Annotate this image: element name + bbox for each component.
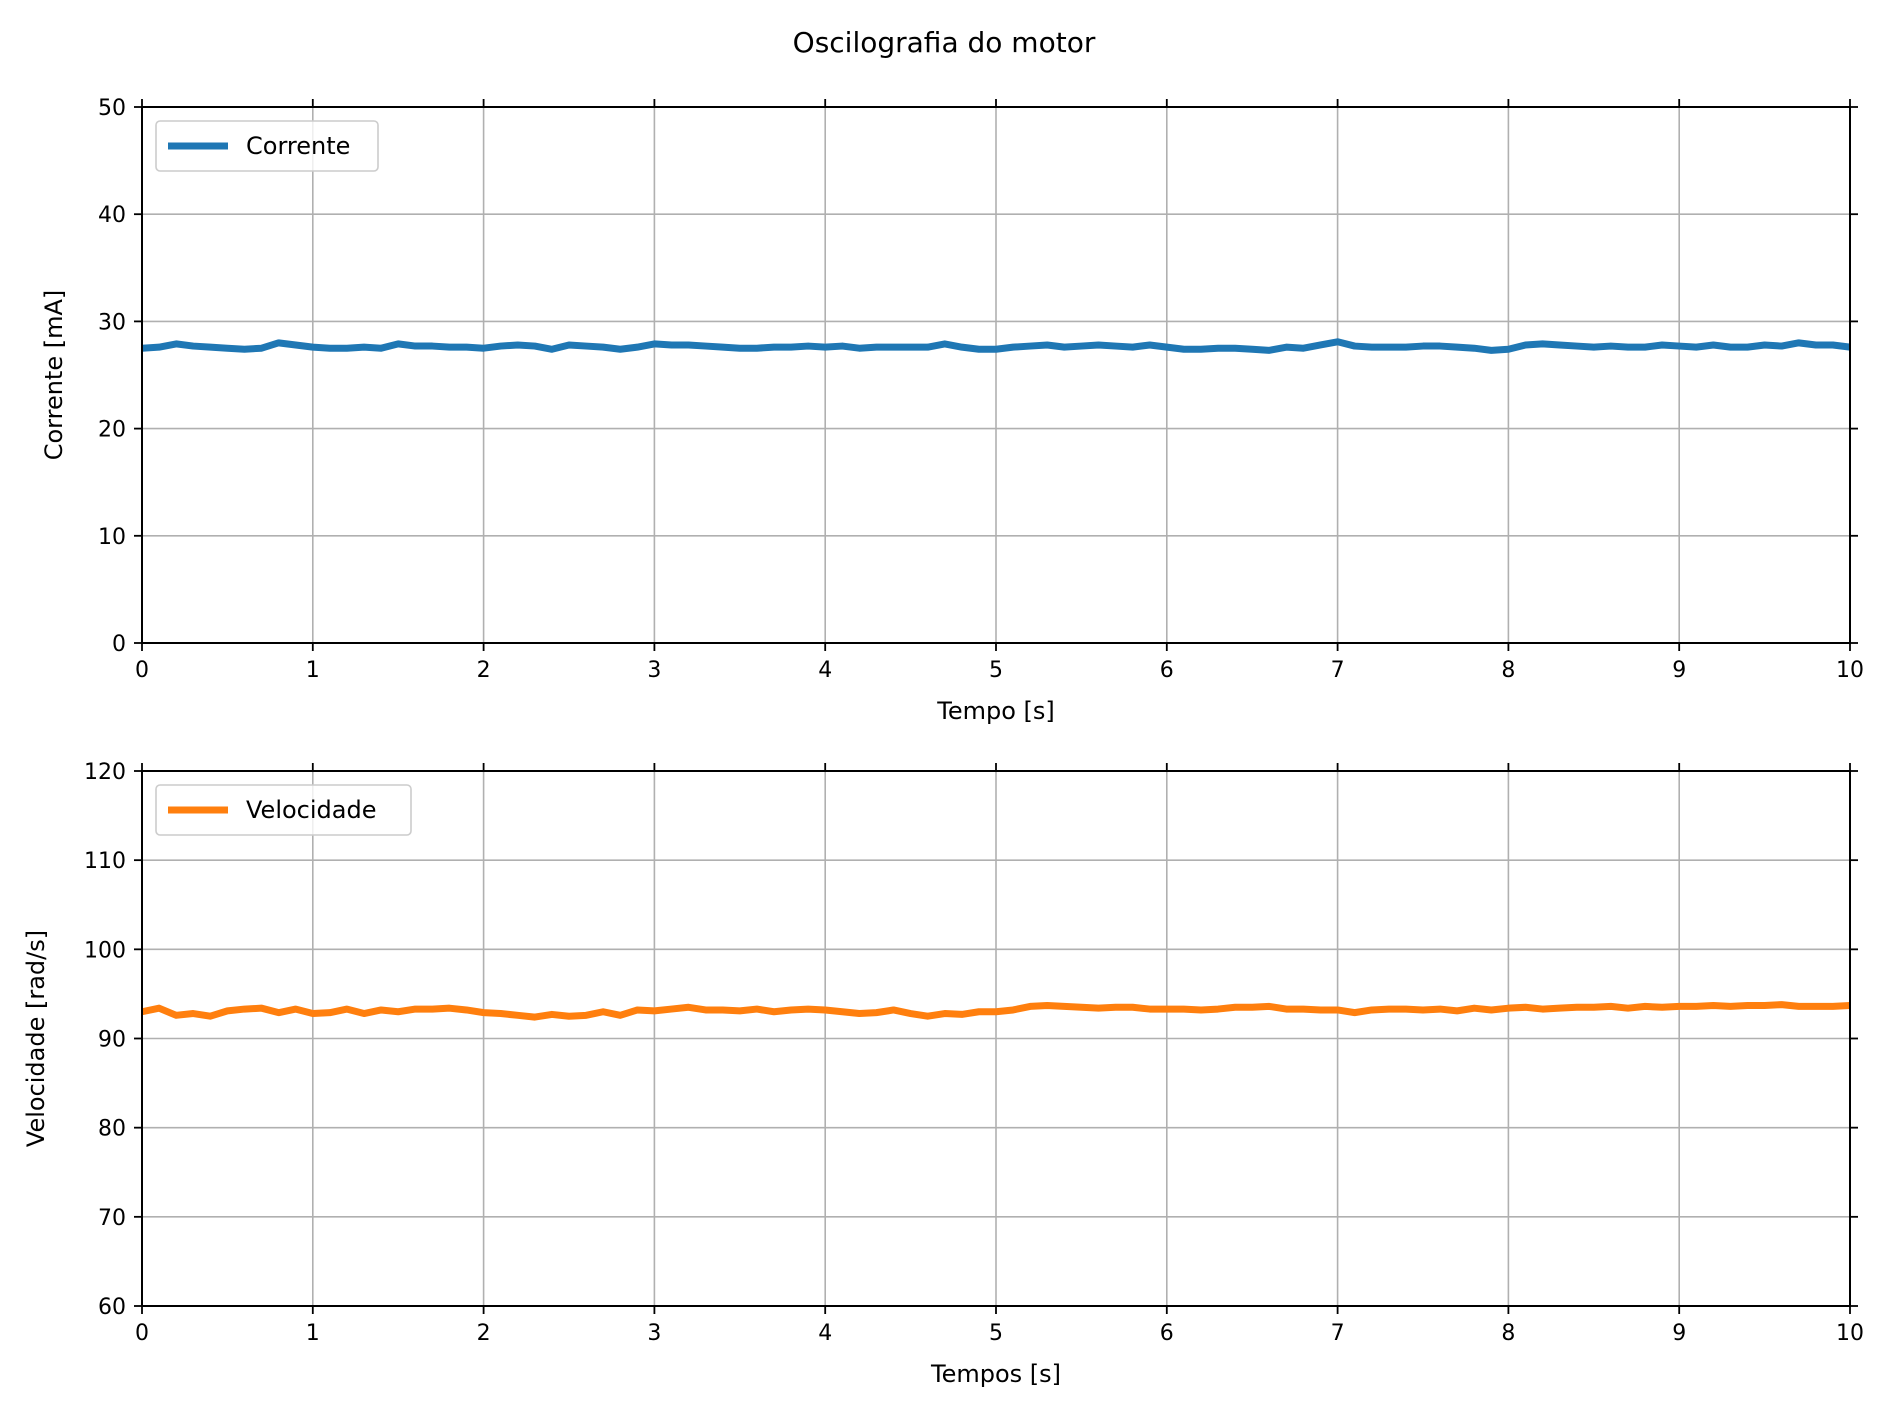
x-tick-label: 2 [477,1321,491,1346]
x-axis-label: Tempo [s] [936,697,1055,725]
x-tick-label: 0 [135,1321,149,1346]
x-tick-label: 0 [135,658,149,683]
x-tick-label: 7 [1331,658,1345,683]
x-tick-label: 10 [1836,658,1864,683]
x-tick-label: 10 [1836,1321,1864,1346]
x-tick-label: 9 [1672,658,1686,683]
x-tick-label: 8 [1501,658,1515,683]
y-tick-label: 70 [98,1206,126,1231]
legend-label: Velocidade [246,796,376,824]
y-tick-label: 110 [84,849,126,874]
x-tick-label: 1 [306,1321,320,1346]
x-tick-label: 1 [306,658,320,683]
x-axis-label: Tempos [s] [930,1360,1061,1388]
figure-title: Oscilografia do motor [793,26,1096,59]
series-line-corrente [141,338,1851,354]
legend: Velocidade [155,784,412,836]
y-tick-label: 0 [112,632,126,657]
x-tick-label: 6 [1160,1321,1174,1346]
x-tick-label: 7 [1331,1321,1345,1346]
y-tick-label: 50 [98,96,126,121]
y-axis-label: Corrente [mA] [40,290,68,461]
x-tick-label: 4 [818,658,832,683]
y-tick-label: 40 [98,203,126,228]
corrente-chart: 0 1 2 3 4 5 6 7 8 9 10 0 10 20 30 40 50 Tempo [s] Corrente… [40,96,1864,725]
y-tick-label: 80 [98,1117,126,1142]
legend-box [155,120,379,172]
y-tick-label: 10 [98,525,126,550]
x-tick-label: 3 [647,1321,661,1346]
legend-label: Corrente [246,132,350,160]
x-tick-label: 5 [989,1321,1003,1346]
x-tick-label: 3 [647,658,661,683]
y-tick-label: 30 [98,310,126,335]
y-axis-label: Velocidade [rad/s] [22,930,50,1147]
x-tick-label: 9 [1672,1321,1686,1346]
x-tick-label: 6 [1160,658,1174,683]
y-tick-label: 90 [98,1028,126,1053]
legend-box [155,784,412,836]
velocidade-chart: 0 1 2 3 4 5 6 7 8 9 10 60 70 80 90 100 110 120 Tempos [s] V… [22,760,1864,1388]
x-tick-label: 8 [1501,1321,1515,1346]
y-tick-label: 100 [84,938,126,963]
x-tick-label: 4 [818,1321,832,1346]
legend: Corrente [155,120,379,172]
y-tick-label: 120 [84,760,126,785]
x-tick-label: 5 [989,658,1003,683]
x-tick-label: 2 [477,658,491,683]
series-line-velocidade [141,1001,1851,1021]
y-tick-label: 20 [98,418,126,443]
y-tick-label: 60 [98,1295,126,1320]
